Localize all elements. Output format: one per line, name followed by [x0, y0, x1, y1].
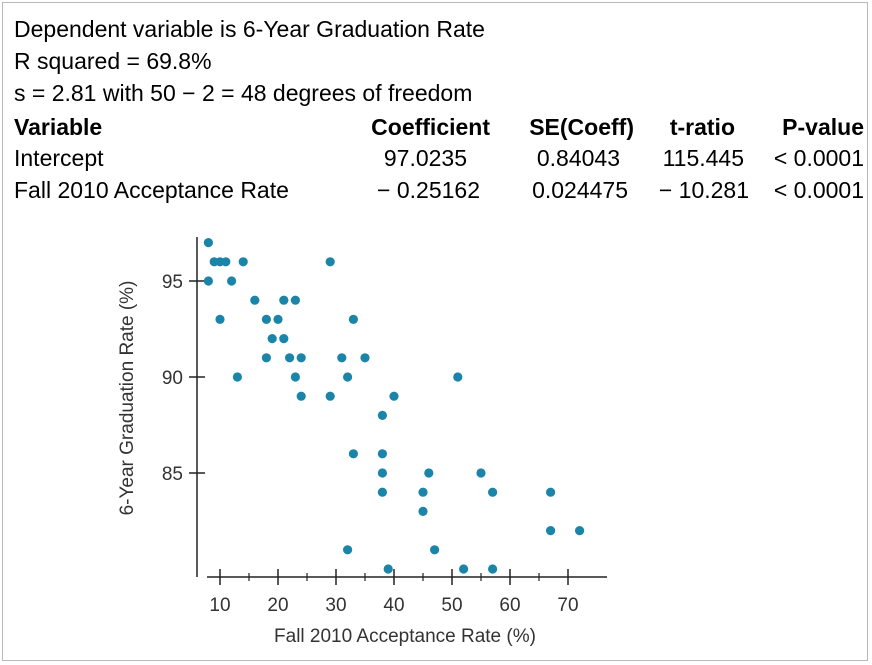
data-point [279, 295, 289, 305]
data-point [430, 545, 440, 555]
row-intercept-p: < 0.0001 [773, 145, 864, 171]
row-acceptance-t: − 10.281 [658, 177, 749, 203]
data-point [325, 257, 335, 267]
y-tick-label: 95 [162, 272, 183, 293]
data-point [377, 487, 387, 497]
row-intercept-t: 115.445 [662, 145, 744, 171]
data-point [273, 314, 283, 324]
data-point [296, 391, 306, 401]
data-point [337, 353, 347, 363]
data-point [476, 468, 486, 478]
data-point [203, 276, 213, 286]
data-point [290, 372, 300, 382]
data-point [546, 487, 556, 497]
data-point [488, 487, 498, 497]
data-point [279, 334, 289, 344]
data-point [348, 314, 358, 324]
x-tick-label: 20 [267, 595, 288, 616]
x-tick-label: 40 [383, 595, 404, 616]
s-line: s = 2.81 with 50 − 2 = 48 degrees of fre… [14, 80, 473, 106]
header-se-coeff: SE(Coeff) [529, 114, 634, 140]
data-point [546, 526, 556, 536]
data-point [227, 276, 237, 286]
data-point [325, 391, 335, 401]
row-intercept-variable: Intercept [14, 145, 104, 171]
row-intercept-coefficient: 97.0235 [383, 145, 467, 171]
data-point [343, 372, 353, 382]
data-point [203, 238, 213, 248]
data-point [575, 526, 585, 536]
data-point [250, 295, 260, 305]
data-point [383, 564, 393, 574]
data-point [296, 353, 306, 363]
x-tick-label: 60 [499, 595, 520, 616]
data-point [343, 545, 353, 555]
y-tick-label: 90 [162, 368, 183, 389]
data-point [418, 487, 428, 497]
data-point [348, 449, 358, 459]
r-squared-line: R squared = 69.8% [14, 48, 212, 74]
data-point [285, 353, 295, 363]
data-point [377, 468, 387, 478]
x-tick-label: 30 [325, 595, 346, 616]
data-point [453, 372, 463, 382]
row-acceptance-variable: Fall 2010 Acceptance Rate [14, 177, 289, 203]
data-point [377, 410, 387, 420]
data-point [290, 295, 300, 305]
data-point [424, 468, 434, 478]
data-point [261, 314, 271, 324]
row-acceptance-coefficient: − 0.25162 [377, 177, 480, 203]
data-point [232, 372, 242, 382]
data-point [488, 564, 498, 574]
x-tick-label: 10 [209, 595, 230, 616]
dependent-variable-line: Dependent variable is 6-Year Graduation … [14, 16, 485, 42]
data-point [389, 391, 399, 401]
row-acceptance-se: 0.024475 [532, 177, 628, 203]
data-point [215, 314, 225, 324]
data-point [377, 449, 387, 459]
data-point [267, 334, 277, 344]
x-axis-label: Fall 2010 Acceptance Rate (%) [274, 626, 536, 647]
data-point [221, 257, 231, 267]
row-intercept-se: 0.84043 [536, 145, 620, 171]
x-tick-label: 50 [441, 595, 462, 616]
y-tick-label: 85 [162, 464, 183, 485]
x-tick-label: 70 [557, 595, 578, 616]
row-acceptance-p: < 0.0001 [773, 177, 864, 203]
data-point [459, 564, 469, 574]
header-p-value: P-value [782, 114, 864, 140]
header-coefficient: Coefficient [371, 114, 490, 140]
header-variable: Variable [14, 114, 103, 140]
data-point [360, 353, 370, 363]
data-point [418, 506, 428, 516]
header-t-ratio: t-ratio [669, 114, 735, 140]
data-point [238, 257, 248, 267]
data-point [261, 353, 271, 363]
y-axis-label: 6-Year Graduation Rate (%) [117, 281, 138, 516]
